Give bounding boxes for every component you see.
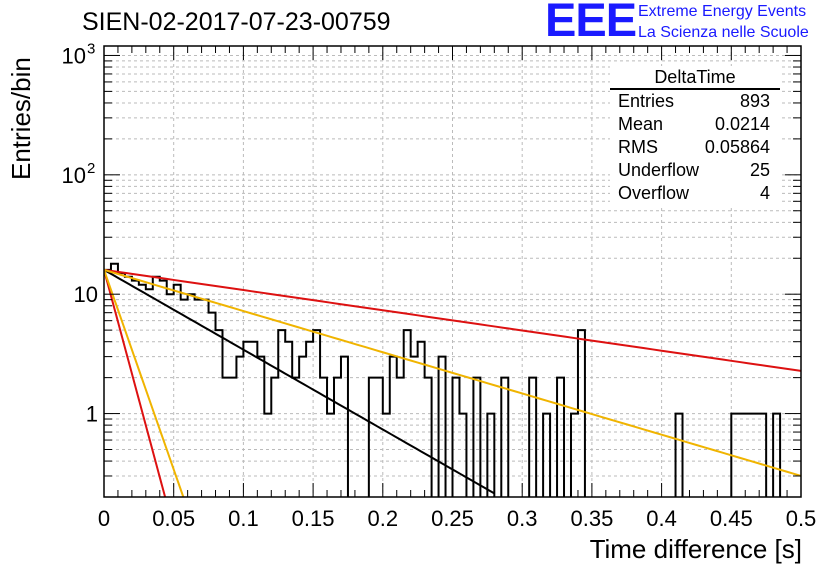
y-tick-exponent: 3 (87, 40, 95, 57)
fit-curve-2 (104, 268, 801, 477)
x-tick-label: 0.15 (292, 506, 335, 531)
x-tick-label: 0.2 (368, 506, 399, 531)
x-tick-label: 0.1 (228, 506, 259, 531)
stats-label: Underflow (618, 160, 700, 180)
x-tick-label: 0.05 (152, 506, 195, 531)
stats-label: Entries (618, 91, 675, 111)
logo-line-1: Extreme Energy Events (638, 3, 807, 20)
stats-value: 893 (739, 91, 770, 111)
y-tick-exponent: 2 (87, 160, 95, 177)
fit-curve-1 (104, 268, 801, 372)
y-tick-label: 1 (86, 402, 98, 427)
stats-row-mean: Mean 0.0214 (610, 113, 780, 136)
stats-row-overflow: Overflow 4 (610, 182, 780, 205)
stats-label: Overflow (618, 183, 690, 203)
stats-label: RMS (618, 137, 658, 157)
eee-logo: EEE (545, 0, 637, 46)
y-tick-label: 10 (62, 43, 86, 68)
x-axis-title: Time difference [s] (589, 534, 802, 564)
stats-row-rms: RMS 0.05864 (610, 136, 780, 159)
fit-curve-4 (104, 269, 185, 497)
chart-title: SIEN-02-2017-07-23-00759 (82, 8, 391, 36)
x-tick-label: 0.35 (570, 506, 613, 531)
y-axis-title: Entries/bin (6, 57, 36, 180)
stats-label: Mean (618, 114, 664, 134)
stats-value: 25 (749, 160, 770, 180)
fit-curve-3 (104, 269, 167, 497)
y-tick-label: 10 (74, 282, 98, 307)
stats-row-entries: Entries 893 (610, 90, 780, 113)
x-tick-label: 0 (98, 506, 110, 531)
x-tick-label: 0.45 (710, 506, 753, 531)
histogram-series (104, 262, 782, 497)
stats-value: 0.0214 (714, 114, 770, 134)
stats-title: DeltaTime (610, 66, 780, 90)
fit-curve-0 (104, 268, 495, 495)
stats-box: DeltaTime Entries 893 Mean 0.0214 RMS 0.… (610, 66, 780, 205)
stats-value: 4 (759, 183, 770, 203)
x-tick-label: 0.4 (646, 506, 677, 531)
x-tick-label: 0.3 (507, 506, 538, 531)
logo-line-2: La Scienza nelle Scuole (638, 24, 809, 41)
x-tick-label: 0.25 (431, 506, 474, 531)
stats-value: 0.05864 (704, 137, 770, 157)
x-tick-label: 0.5 (786, 506, 817, 531)
y-tick-label: 10 (62, 163, 86, 188)
stats-row-underflow: Underflow 25 (610, 159, 780, 182)
